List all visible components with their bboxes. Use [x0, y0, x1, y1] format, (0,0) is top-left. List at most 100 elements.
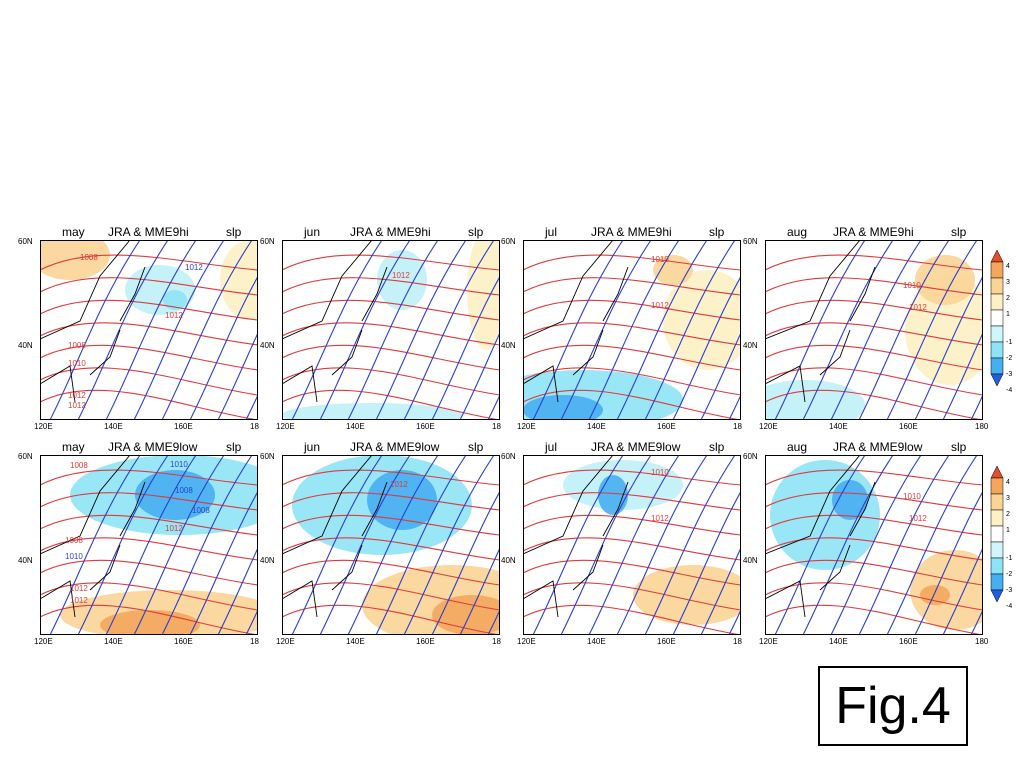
- panel-dataset: JRA & MME9hi: [350, 225, 431, 239]
- slp-contour-jra: [765, 604, 983, 635]
- colorbar-tick-label: 2: [1006, 295, 1010, 302]
- anomaly-shading: [905, 275, 983, 385]
- panel-variable: slp: [709, 440, 725, 454]
- x-tick-label: 120E: [34, 422, 53, 431]
- slp-contour-model: [77, 455, 169, 635]
- panel-dataset: JRA & MME9low: [833, 440, 923, 454]
- x-tick-label: 140E: [104, 422, 123, 431]
- coastline: [40, 455, 146, 618]
- anomaly-shading: [523, 395, 603, 420]
- colorbar-tick-label: 3: [1006, 495, 1010, 502]
- anomaly-shading: [598, 475, 628, 515]
- slp-contour-model: [560, 240, 652, 420]
- panel-dataset: JRA & MME9hi: [591, 225, 672, 239]
- slp-contour-model: [672, 490, 741, 635]
- slp-contour-model: [886, 240, 978, 420]
- slp-contour-model: [319, 455, 411, 635]
- panel-variable: slp: [226, 225, 242, 239]
- colorbar-tick-label: -2: [1006, 355, 1012, 362]
- slp-contour-jra: [282, 604, 500, 635]
- panel-month: jun: [304, 440, 321, 454]
- x-tick-label: 120E: [759, 422, 778, 431]
- contour-label: 1012: [909, 514, 927, 523]
- slp-contour-jra: [523, 514, 741, 536]
- slp-contour-jra: [282, 559, 500, 586]
- x-tick-label: 160E: [657, 422, 676, 431]
- slp-contour-model: [914, 275, 983, 420]
- slp-contour-jra: [765, 559, 983, 586]
- slp-contour-model: [189, 275, 258, 420]
- slp-contour-jra: [40, 344, 258, 371]
- map-plot-area: 1012: [282, 455, 500, 635]
- coastline: [523, 240, 629, 403]
- slp-contour-jra: [765, 299, 983, 321]
- slp-contour-jra: [282, 537, 500, 561]
- contour-label: 1008: [70, 461, 88, 470]
- slp-contour-jra: [765, 344, 983, 371]
- slp-contour-model: [588, 240, 680, 420]
- y-tick-label: 40N: [260, 556, 275, 565]
- colorbar-tick-label: -1: [1006, 555, 1012, 562]
- colorbar-tick-label: 3: [1006, 279, 1010, 286]
- y-tick-label: 40N: [501, 341, 516, 350]
- slp-contour-model: [942, 331, 983, 420]
- slp-contour-jra: [523, 254, 741, 271]
- slp-contour-jra: [523, 492, 741, 511]
- contour-label: 1010: [651, 468, 669, 477]
- anomaly-shading: [920, 585, 950, 605]
- slp-contour-model: [217, 546, 258, 635]
- slp-contour-model: [105, 455, 197, 635]
- contour-label: 1010: [903, 281, 921, 290]
- slp-contour-jra: [765, 322, 983, 346]
- slp-contour-model: [161, 240, 253, 420]
- x-tick-label: 160E: [416, 637, 435, 646]
- x-tick-label: 160E: [174, 422, 193, 431]
- colorbar-swatch: [990, 293, 1004, 311]
- slp-contour-model: [319, 240, 411, 420]
- slp-contour-model: [532, 455, 624, 635]
- map-frame: [40, 455, 258, 635]
- slp-contour-jra: [765, 277, 983, 296]
- y-tick-label: 60N: [260, 237, 275, 246]
- slp-contour-jra: [523, 322, 741, 346]
- map-plot-area: 1008 1010 1008 1008 1012 1008 1010 1012 1012: [40, 455, 258, 635]
- slp-contour-model: [245, 393, 258, 420]
- anomaly-shading: [377, 250, 427, 310]
- colorbar-tick-label: -3: [1006, 371, 1012, 378]
- slp-contour-model: [431, 490, 500, 635]
- coastline: [40, 240, 146, 403]
- y-tick-label: 40N: [18, 341, 33, 350]
- contour-label: 1012: [909, 303, 927, 312]
- y-tick-label: 60N: [18, 237, 33, 246]
- contour-label: 1012: [68, 391, 86, 400]
- x-tick-label: 160E: [899, 422, 918, 431]
- colorbar-swatch: [990, 573, 1004, 591]
- slp-contour-model: [616, 240, 708, 420]
- contour-label: 1010: [68, 359, 86, 368]
- y-tick-label: 40N: [18, 556, 33, 565]
- anomaly-shading: [125, 265, 195, 315]
- y-tick-label: 60N: [501, 237, 516, 246]
- slp-contour-model: [774, 240, 866, 420]
- slp-contour-jra: [765, 469, 983, 486]
- contour-label: 1008: [80, 253, 98, 262]
- slp-contour-jra: [40, 537, 258, 561]
- slp-contour-jra: [523, 537, 741, 561]
- slp-contour-jra: [282, 469, 500, 486]
- contour-label: 1012: [651, 514, 669, 523]
- x-tick-label: 120E: [517, 637, 536, 646]
- x-tick-label: 120E: [759, 637, 778, 646]
- coastline: [282, 240, 388, 403]
- slp-contour-model: [375, 240, 467, 420]
- colorbar-swatch: [990, 373, 1004, 387]
- x-tick-label: 120E: [34, 637, 53, 646]
- panel-month: may: [62, 440, 85, 454]
- contour-label: 1012: [392, 271, 410, 280]
- panel-dataset: JRA & MME9hi: [108, 225, 189, 239]
- contour-label: 1010: [65, 552, 83, 561]
- x-tick-label: 160E: [899, 637, 918, 646]
- slp-contour-model: [970, 393, 983, 420]
- slp-contour-jra: [40, 559, 258, 586]
- anomaly-shading: [220, 240, 258, 320]
- slp-contour-jra: [282, 254, 500, 271]
